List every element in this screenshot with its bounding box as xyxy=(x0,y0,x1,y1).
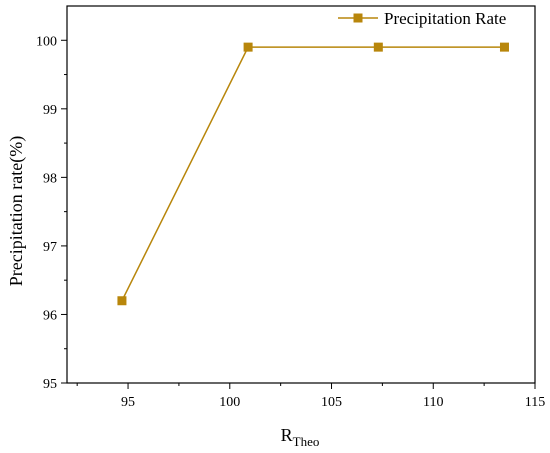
y-tick-label: 100 xyxy=(36,34,57,49)
x-axis-title-subscript: Theo xyxy=(293,434,320,449)
data-point-marker xyxy=(373,42,383,52)
series-line xyxy=(121,46,505,302)
y-tick-label: 95 xyxy=(43,377,57,392)
x-axis-title-main: R xyxy=(281,425,293,445)
legend-label: Precipitation Rate xyxy=(384,9,506,28)
data-point-marker xyxy=(243,42,253,52)
x-axis-title: RTheo xyxy=(281,425,320,449)
x-tick-label: 115 xyxy=(525,395,545,410)
y-tick-label: 98 xyxy=(43,171,57,186)
axes xyxy=(66,5,536,384)
plot-frame xyxy=(66,5,536,384)
legend-marker-sample xyxy=(353,13,363,23)
x-tick-label: 100 xyxy=(219,395,240,410)
legend: Precipitation Rate xyxy=(338,9,506,28)
series xyxy=(117,42,509,306)
y-axis-title: Precipitation rate(%) xyxy=(6,136,27,286)
tick-marks xyxy=(61,39,536,389)
x-tick-label: 105 xyxy=(321,395,342,410)
tick-labels: 95 100 105 110 115 95 96 97 98 99 100 xyxy=(36,34,545,410)
data-point-marker xyxy=(117,296,127,306)
y-tick-label: 96 xyxy=(43,308,57,323)
y-tick-label: 99 xyxy=(43,103,57,118)
data-point-marker xyxy=(499,42,509,52)
x-tick-label: 95 xyxy=(121,395,135,410)
x-tick-label: 110 xyxy=(423,395,443,410)
y-tick-label: 97 xyxy=(43,240,57,255)
